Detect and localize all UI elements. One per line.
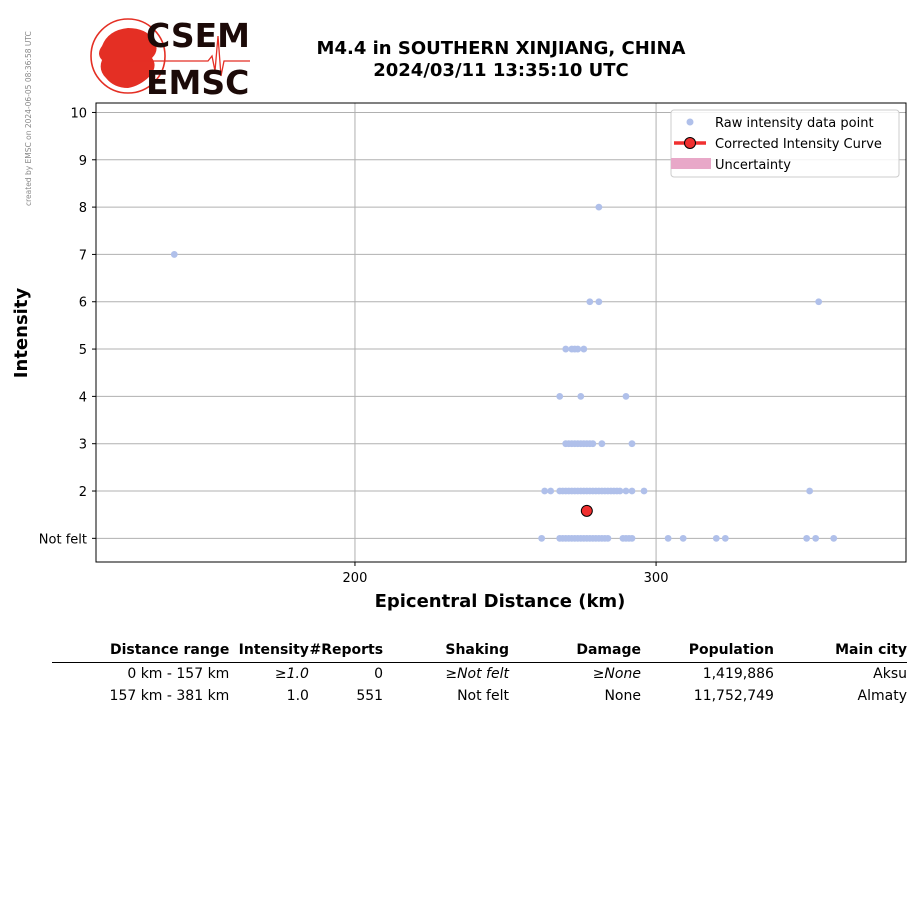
raw-data-point [679, 534, 687, 542]
axis-ticks: 200 300 Not felt 2 3 4 5 6 7 8 9 10 [39, 106, 669, 586]
x-tick-label: 200 [343, 571, 368, 586]
cell-shaking: ≥Not felt [445, 666, 509, 682]
y-tick-label: 2 [79, 485, 87, 500]
raw-data-point [562, 345, 570, 353]
table-header-row: Distance range Intensity #Reports Shakin… [52, 640, 907, 663]
raw-data-point [547, 487, 555, 495]
cell-distance: 157 km - 381 km [109, 688, 230, 704]
cell-population: 1,419,886 [702, 666, 774, 682]
raw-data-point [556, 392, 564, 400]
legend-curve-label: Corrected Intensity Curve [715, 137, 882, 152]
y-tick-label: 7 [79, 248, 87, 263]
raw-data-point [721, 534, 729, 542]
credit-label: created by EMSC on 2024-06-05 08:36:58 U… [24, 31, 33, 206]
raw-data-point [538, 534, 546, 542]
header-city: Main city [835, 642, 907, 658]
y-tick-label: 9 [79, 154, 87, 169]
raw-data-point [580, 345, 588, 353]
raw-data-point [812, 534, 820, 542]
raw-data-point [604, 534, 612, 542]
y-tick-label: 8 [79, 201, 87, 216]
raw-data-point [598, 440, 606, 448]
y-tick-label: 10 [70, 106, 87, 121]
raw-data-point [574, 345, 582, 353]
y-axis-label: Intensity [11, 288, 32, 379]
raw-data-point [803, 534, 811, 542]
title-event: M4.4 in SOUTHERN XINJIANG, CHINA [316, 38, 686, 59]
raw-data-point [628, 440, 636, 448]
cell-shaking: Not felt [457, 688, 509, 704]
table-row: 157 km - 381 km 1.0 551 Not felt None 11… [52, 685, 907, 707]
legend-raw-marker [686, 118, 694, 126]
corrected-intensity-point [580, 504, 593, 517]
y-tick-label: 4 [79, 390, 87, 405]
cell-reports: 551 [356, 688, 384, 704]
cell-intensity: ≥1.0 [274, 666, 309, 682]
raw-data-point [595, 203, 603, 211]
x-tick-label: 300 [644, 571, 669, 586]
raw-data-point [541, 487, 549, 495]
csem-emsc-logo: CSEM EMSC [90, 16, 250, 100]
y-tick-label: 3 [79, 438, 87, 453]
logo-map [99, 28, 157, 88]
cell-damage: ≥None [592, 666, 641, 682]
logo-top-text: CSEM [146, 16, 250, 55]
raw-data-point [628, 487, 636, 495]
summary-table: Distance range Intensity #Reports Shakin… [52, 640, 907, 707]
logo-seismogram [128, 35, 250, 77]
raw-data-point [830, 534, 838, 542]
raw-data-point [622, 392, 630, 400]
y-tick-label: Not felt [39, 532, 87, 547]
intensity-chart: 200 300 Not felt 2 3 4 5 6 7 8 9 10 Epicentral Dist… [11, 102, 907, 612]
logo-ring [90, 18, 166, 94]
raw-data-point [640, 487, 648, 495]
cell-reports: 0 [374, 666, 384, 682]
raw-data-point [586, 298, 594, 306]
raw-data-point [712, 534, 720, 542]
raw-data-point [664, 534, 672, 542]
raw-data-point [595, 298, 603, 306]
credit-text: created by EMSC on 2024-06-05 08:36:58 U… [24, 31, 33, 206]
cell-city: Aksu [873, 666, 907, 682]
raw-data-point [589, 440, 597, 448]
raw-data-point [577, 392, 585, 400]
header-distance: Distance range [109, 642, 230, 658]
logo-bottom-text: EMSC [146, 63, 249, 100]
raw-data-point [170, 251, 178, 258]
y-tick-label: 6 [79, 296, 87, 311]
cell-distance: 0 km - 157 km [127, 666, 230, 682]
raw-data-point [616, 487, 624, 495]
y-tick-label: 5 [79, 343, 87, 358]
cell-damage: None [604, 688, 641, 704]
chart-title: M4.4 in SOUTHERN XINJIANG, CHINA 2024/03… [256, 38, 746, 82]
legend-box [670, 109, 900, 178]
header-intensity: Intensity [238, 642, 309, 658]
raw-data-point [815, 298, 823, 306]
legend-uncertainty-label: Uncertainty [715, 158, 791, 173]
header-shaking: Shaking [445, 642, 509, 658]
table-row: 0 km - 157 km ≥1.0 0 ≥Not felt ≥None 1,4… [52, 663, 907, 686]
raw-data-point [628, 534, 636, 542]
plot-frame [95, 102, 907, 563]
header-damage: Damage [576, 642, 641, 658]
x-axis-label: Epicentral Distance (km) [375, 591, 626, 612]
legend-raw-label: Raw intensity data point [715, 116, 874, 131]
legend-curve-marker [684, 137, 696, 149]
legend-uncertainty-swatch [671, 158, 711, 169]
raw-data-point [622, 487, 630, 495]
cell-intensity: 1.0 [286, 688, 309, 704]
title-time: 2024/03/11 13:35:10 UTC [373, 60, 629, 81]
cell-city: Almaty [857, 688, 907, 704]
data-points [170, 203, 838, 542]
header-reports: #Reports [309, 642, 384, 658]
raw-data-point [806, 487, 814, 495]
cell-population: 11,752,749 [693, 688, 774, 704]
legend: Raw intensity data point Corrected Inten… [670, 109, 900, 178]
header-population: Population [688, 642, 774, 658]
